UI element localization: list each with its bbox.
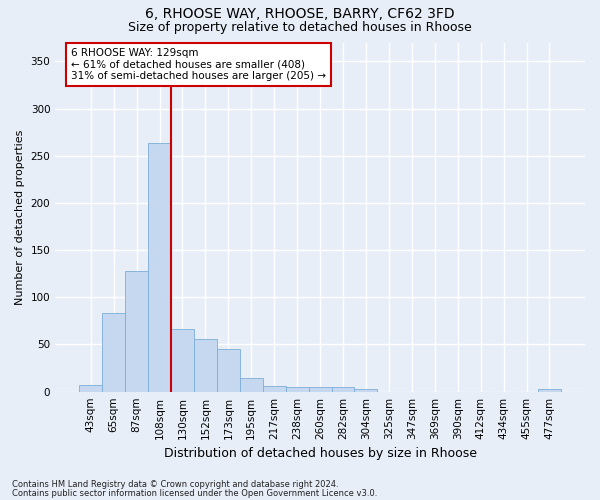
Bar xyxy=(263,386,286,392)
Bar xyxy=(308,387,332,392)
X-axis label: Distribution of detached houses by size in Rhoose: Distribution of detached houses by size … xyxy=(164,447,476,460)
Bar xyxy=(148,144,171,392)
Bar xyxy=(79,385,102,392)
Bar xyxy=(332,387,355,392)
Bar xyxy=(538,389,561,392)
Text: 6, RHOOSE WAY, RHOOSE, BARRY, CF62 3FD: 6, RHOOSE WAY, RHOOSE, BARRY, CF62 3FD xyxy=(145,8,455,22)
Bar xyxy=(194,339,217,392)
Bar xyxy=(125,271,148,392)
Bar xyxy=(286,387,308,392)
Bar xyxy=(171,330,194,392)
Text: Contains HM Land Registry data © Crown copyright and database right 2024.: Contains HM Land Registry data © Crown c… xyxy=(12,480,338,489)
Bar xyxy=(217,349,240,392)
Text: Contains public sector information licensed under the Open Government Licence v3: Contains public sector information licen… xyxy=(12,488,377,498)
Bar xyxy=(102,314,125,392)
Bar xyxy=(355,389,377,392)
Text: Size of property relative to detached houses in Rhoose: Size of property relative to detached ho… xyxy=(128,21,472,34)
Y-axis label: Number of detached properties: Number of detached properties xyxy=(15,130,25,305)
Bar xyxy=(240,378,263,392)
Text: 6 RHOOSE WAY: 129sqm
← 61% of detached houses are smaller (408)
31% of semi-deta: 6 RHOOSE WAY: 129sqm ← 61% of detached h… xyxy=(71,48,326,81)
